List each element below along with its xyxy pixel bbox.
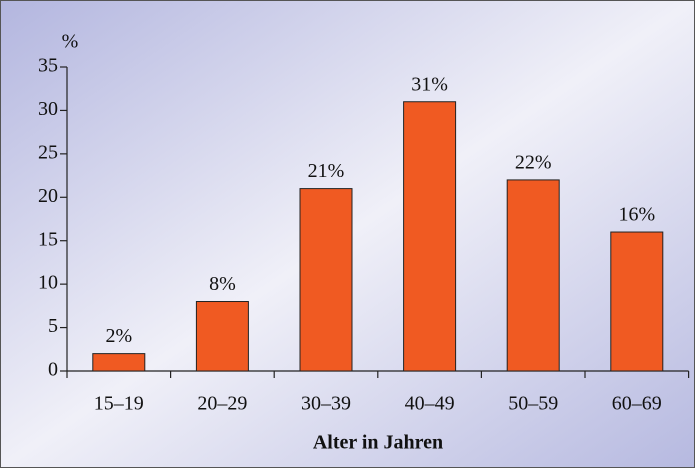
- y-tick-label: 35: [38, 55, 58, 77]
- x-axis-title: Alter in Jahren: [313, 432, 443, 454]
- x-tick-label: 40–49: [405, 393, 455, 415]
- value-label: 21%: [308, 160, 345, 182]
- y-tick-label: 25: [38, 141, 58, 163]
- value-label: 16%: [618, 204, 655, 226]
- bar: [92, 353, 146, 372]
- x-tick-label: 60–69: [612, 393, 662, 415]
- x-tick-label: 15–19: [94, 393, 144, 415]
- x-tick-label: 30–39: [301, 393, 351, 415]
- y-tick-label: 15: [38, 228, 58, 250]
- y-tick-label: 10: [38, 272, 58, 294]
- bar: [403, 101, 457, 372]
- value-label: 22%: [515, 152, 552, 174]
- bar: [299, 188, 353, 372]
- value-label: 2%: [105, 325, 132, 347]
- x-tick-label: 20–29: [197, 393, 247, 415]
- bar: [610, 231, 664, 372]
- value-label: 31%: [411, 73, 448, 95]
- y-tick-label: 20: [38, 185, 58, 207]
- y-tick-label: 5: [48, 315, 58, 337]
- bar: [506, 179, 560, 372]
- bar: [195, 301, 249, 372]
- y-axis-unit: %: [62, 31, 79, 53]
- y-tick-label: 0: [48, 359, 58, 381]
- y-tick-label: 30: [38, 98, 58, 120]
- value-label: 8%: [209, 273, 236, 295]
- x-tick-label: 50–59: [508, 393, 558, 415]
